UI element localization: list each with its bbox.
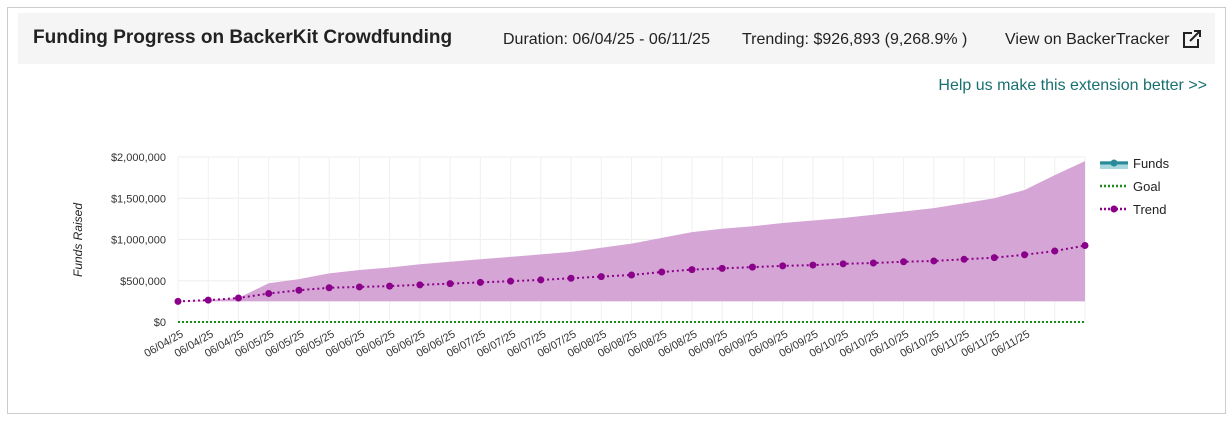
y-tick-label: $1,000,000 (111, 235, 166, 247)
trend-dot (537, 276, 545, 284)
external-icon[interactable] (1183, 30, 1201, 48)
trend-dot (416, 281, 424, 289)
trend-dot (386, 282, 394, 290)
trend-dot (597, 273, 605, 281)
trend-dot (1081, 242, 1089, 250)
legend-label: Trend (1133, 202, 1166, 217)
trend-dot (688, 266, 696, 274)
trend-dot (1051, 247, 1059, 255)
trend-dot (960, 255, 968, 263)
trend-dot (779, 262, 787, 270)
legend-label: Funds (1133, 156, 1170, 171)
trend-dot (1021, 251, 1029, 259)
trend-dot (234, 294, 242, 302)
trend-dot (869, 259, 877, 267)
trend-dot (476, 278, 484, 286)
y-tick-label: $0 (154, 317, 166, 329)
trend-dot (325, 284, 333, 292)
y-tick-label: $2,000,000 (111, 152, 166, 164)
legend-dot (1110, 205, 1118, 213)
title: Funding Progress on BackerKit Crowdfundi… (33, 27, 452, 48)
feedback-link[interactable]: Help us make this extension better >> (938, 77, 1207, 94)
legend-dot (1110, 159, 1118, 167)
trend-dot (567, 274, 575, 282)
trend-dot (265, 290, 273, 298)
trend-dot (174, 297, 182, 305)
trend-dot (748, 263, 756, 271)
trend-dot (809, 261, 817, 269)
legend-label: Goal (1133, 179, 1161, 194)
trend-dot (718, 264, 726, 272)
trending: Trending: $926,893 (9,268.9% ) (742, 31, 967, 48)
trend-dot (839, 260, 847, 268)
trend-dot (658, 268, 666, 276)
trend-dot (900, 258, 908, 266)
y-tick-label: $1,500,000 (111, 193, 166, 205)
y-tick-label: $500,000 (120, 276, 166, 288)
trend-dot (990, 254, 998, 262)
tracker-link[interactable]: View on BackerTracker (1005, 31, 1170, 48)
duration: Duration: 06/04/25 - 06/11/25 (503, 31, 710, 48)
trend-dot (628, 271, 635, 279)
header-bar (18, 13, 1215, 64)
trend-dot (204, 296, 212, 304)
y-axis-label: Funds Raised (71, 203, 85, 277)
trend-dot (507, 277, 515, 285)
trend-band (178, 161, 1085, 302)
trend-dot (930, 257, 938, 265)
trend-dot (355, 283, 363, 291)
trend-dot (295, 286, 303, 294)
trend-dot (446, 280, 454, 288)
